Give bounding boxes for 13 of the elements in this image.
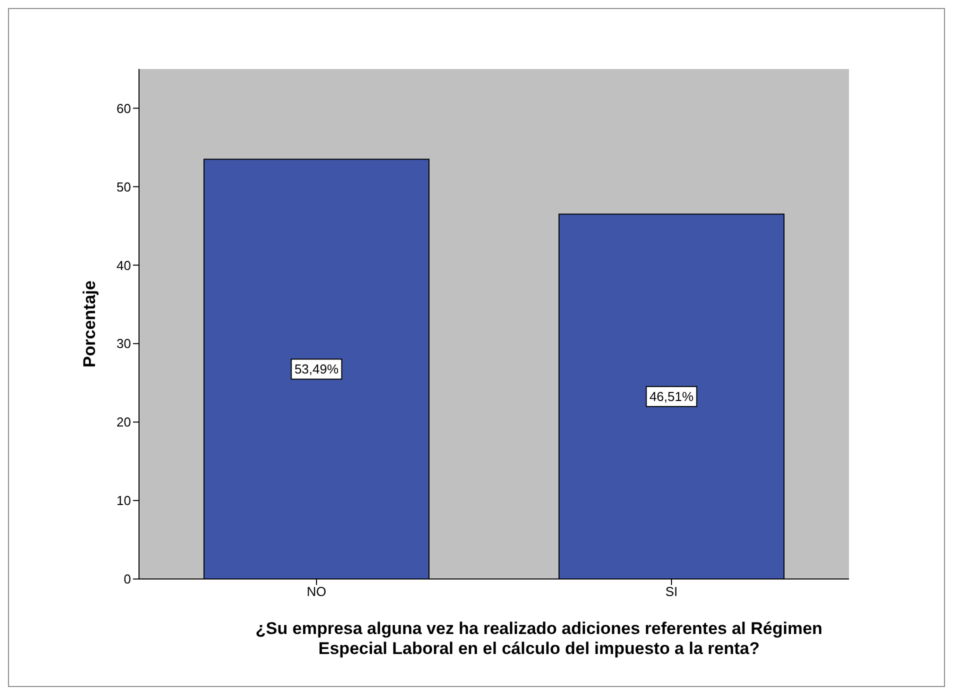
y-tick-label: 0 [124,572,131,587]
data-label: 53,49% [294,362,339,377]
y-tick-label: 40 [116,258,131,273]
x-axis-title: ¿Su empresa alguna vez ha realizado adiciones referentes al Régimen Especial Laboral en el cálculo del impuesto a la renta? [254,619,824,659]
y-tick-label: 30 [116,336,131,352]
y-tick-label: 10 [116,493,131,508]
y-axis-title: Porcentaje [80,280,100,368]
y-tick-label: 60 [116,100,131,116]
y-tick-label: 50 [116,179,131,194]
y-tick-label: 20 [116,414,131,430]
x-tick-label: NO [306,584,326,600]
x-tick-label: SI [665,584,678,600]
data-label: 46,51% [649,389,694,404]
